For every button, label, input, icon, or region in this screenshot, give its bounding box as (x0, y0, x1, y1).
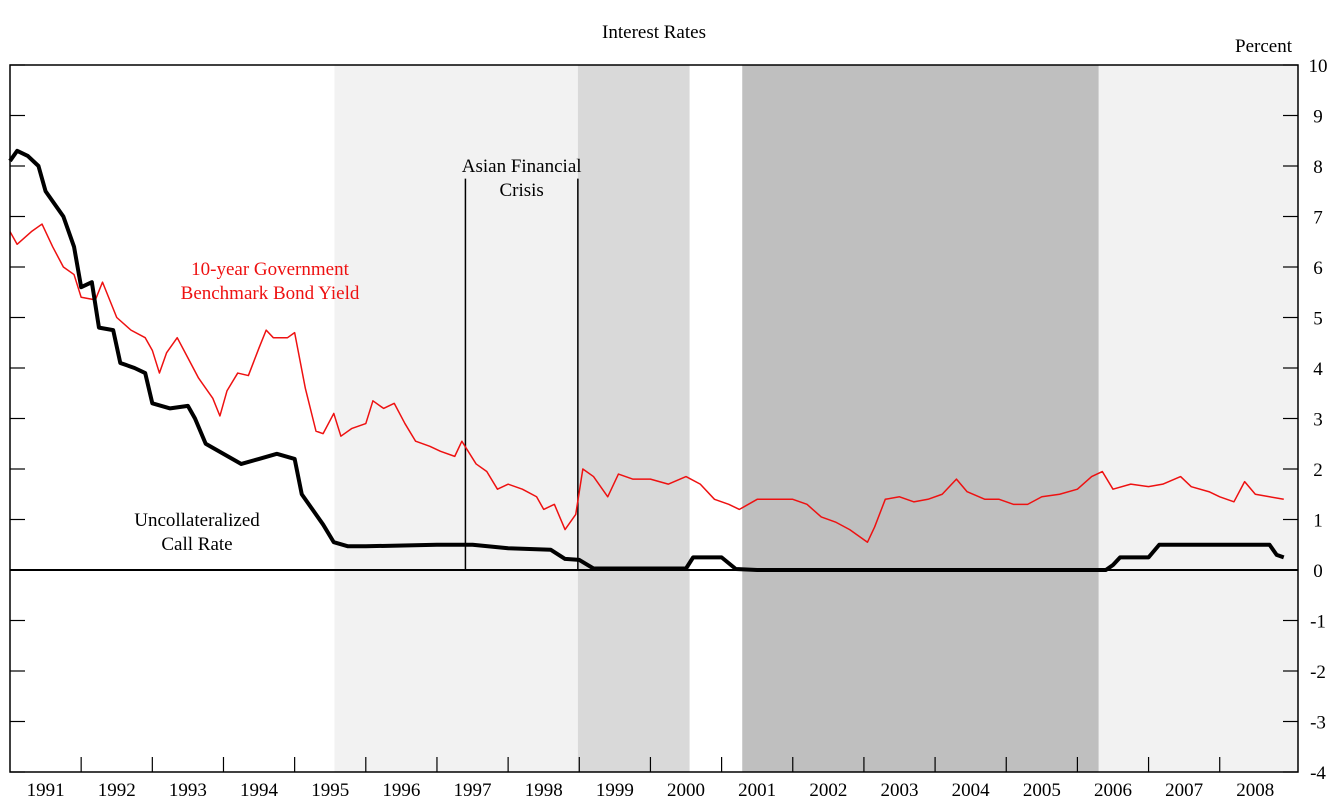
y-tick-label: 7 (1313, 208, 1323, 229)
y-tick-label: -3 (1310, 713, 1326, 734)
event-label: Crisis (499, 180, 543, 201)
y-tick-label: 3 (1313, 410, 1323, 431)
x-tick-label: 2006 (1094, 780, 1132, 801)
x-tick-label: 1994 (240, 780, 279, 801)
x-tick-label: 2007 (1165, 780, 1203, 801)
series-label: 10-year Government (191, 259, 349, 280)
y-tick-label: 6 (1313, 258, 1323, 279)
y-unit-label: Percent (1235, 36, 1293, 57)
x-tick-label: 2003 (881, 780, 919, 801)
series-line (8, 148, 1285, 572)
y-tick-label: -1 (1310, 612, 1326, 633)
x-tick-label: 1998 (525, 780, 563, 801)
series-label: Uncollateralized (134, 510, 260, 531)
y-tick-label: -4 (1310, 763, 1326, 784)
plot-frame (9, 64, 1299, 773)
x-tick-label: 2004 (952, 780, 991, 801)
shaded-region (577, 65, 690, 772)
x-tick-label: 2008 (1236, 780, 1274, 801)
x-tick-label: 1995 (311, 780, 349, 801)
shaded-region (334, 65, 578, 772)
event-label: Asian Financial (462, 156, 582, 177)
x-tick-label: 1993 (169, 780, 207, 801)
series-label: Call Rate (161, 534, 232, 555)
y-tick-label: 5 (1313, 309, 1323, 330)
chart-title: Interest Rates (602, 22, 706, 43)
x-tick-label: 1996 (382, 780, 420, 801)
x-tick-label: 2002 (809, 780, 847, 801)
y-tick-label: 0 (1313, 561, 1323, 582)
series-label: Benchmark Bond Yield (181, 283, 360, 304)
y-tick-label: -2 (1310, 662, 1326, 683)
x-tick-label: 2000 (667, 780, 705, 801)
shaded-region (742, 65, 1099, 772)
series-line (9, 223, 1284, 543)
x-tick-label: 1999 (596, 780, 634, 801)
x-tick-label: 1992 (98, 780, 136, 801)
y-tick-label: 9 (1313, 107, 1323, 128)
y-tick-label: 8 (1313, 157, 1323, 178)
y-tick-label: 2 (1313, 460, 1323, 481)
x-tick-label: 2001 (738, 780, 776, 801)
shaded-region (1098, 65, 1298, 772)
x-tick-label: 1997 (454, 780, 492, 801)
x-tick-label: 1991 (27, 780, 65, 801)
y-tick-label: 4 (1313, 359, 1323, 380)
x-tick-label: 2005 (1023, 780, 1061, 801)
y-tick-label: 1 (1313, 511, 1323, 532)
y-tick-label: 10 (1309, 56, 1328, 77)
